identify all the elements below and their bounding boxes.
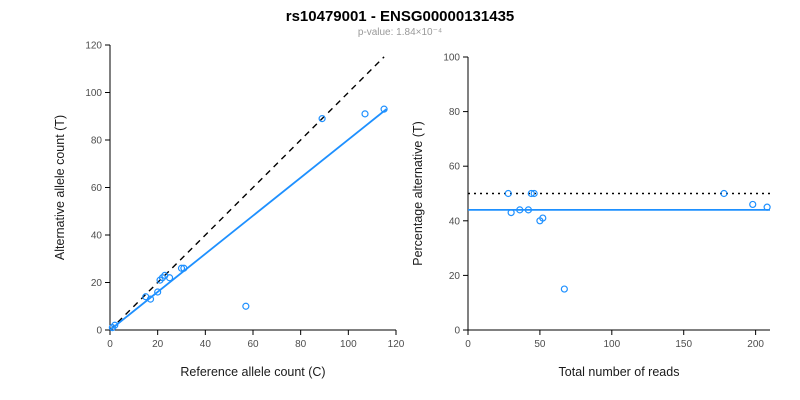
axis-text: 80	[295, 339, 307, 350]
data-points	[504, 189, 771, 293]
axis-text: 40	[200, 339, 212, 350]
axis-text: 100	[340, 339, 357, 350]
data-point	[504, 189, 512, 198]
axis-text: 0	[107, 339, 113, 350]
regression-line	[109, 108, 388, 331]
data-point	[516, 206, 524, 214]
data-point	[530, 189, 538, 198]
axis-text: 20	[91, 278, 103, 289]
chart-subtitle: p-value: 1.84×10⁻⁴	[357, 27, 443, 38]
axis-text: 80	[91, 136, 103, 147]
axis-text: 100	[603, 339, 620, 350]
axis-text: 0	[96, 326, 102, 337]
data-point	[749, 200, 757, 209]
axis-text: 50	[534, 339, 546, 350]
axis-text: Percentage alternative (T)	[411, 121, 425, 266]
data-point	[180, 264, 188, 272]
data-point	[154, 288, 162, 296]
data-points	[108, 105, 388, 332]
data-point	[763, 203, 771, 211]
axis-text: 60	[247, 339, 259, 350]
data-point	[527, 189, 535, 198]
axis-text: 40	[91, 231, 103, 242]
data-point	[380, 105, 388, 113]
axis-text: 120	[85, 41, 102, 52]
data-point	[242, 302, 250, 310]
data-point	[318, 115, 326, 123]
axis-text: 150	[675, 339, 692, 350]
axis-text: Alternative allele count (T)	[53, 115, 67, 260]
axis-text: Total number of reads	[559, 365, 680, 379]
axis-text: 0	[454, 326, 460, 337]
scatter-plots: 0 20 40 60 80 100 120 0 20 40 60 80 100 120 Reference …	[53, 41, 771, 380]
identity-line	[109, 56, 385, 331]
data-point	[111, 321, 119, 329]
axis-text: 100	[85, 88, 102, 99]
axis-text: 120	[388, 339, 405, 350]
axis-text: 200	[747, 339, 764, 350]
axis-text: 20	[152, 339, 164, 350]
axis-text: 0	[465, 339, 471, 350]
chart-title: rs10479001 - ENSG00000131435	[285, 8, 515, 25]
data-point	[361, 110, 369, 118]
data-point	[524, 206, 533, 214]
axis-text: 80	[449, 107, 461, 118]
axes: 0 50 100 150 200 0 20 40 60 80 100	[443, 53, 770, 350]
data-point	[177, 264, 186, 272]
data-point	[165, 274, 174, 282]
data-point	[539, 214, 547, 222]
data-point	[560, 285, 568, 293]
axes: 0 20 40 60 80 100 120 0 20 40 60 80 100 120	[85, 41, 404, 351]
axis-text: 60	[449, 162, 461, 173]
data-point	[146, 295, 155, 303]
axis-text: 100	[443, 53, 460, 64]
data-point	[720, 189, 728, 198]
axis-text: 60	[91, 183, 103, 194]
right-panel: 0 50 100 150 200 0 20 40 60 80 100 Total number of …	[411, 53, 771, 379]
axis-text: 20	[449, 271, 461, 282]
data-point	[507, 209, 515, 217]
axis-text: Reference allele count (C)	[180, 365, 325, 379]
left-panel: 0 20 40 60 80 100 120 0 20 40 60 80 100 120 Reference …	[53, 41, 405, 380]
axis-text: 40	[449, 216, 461, 227]
